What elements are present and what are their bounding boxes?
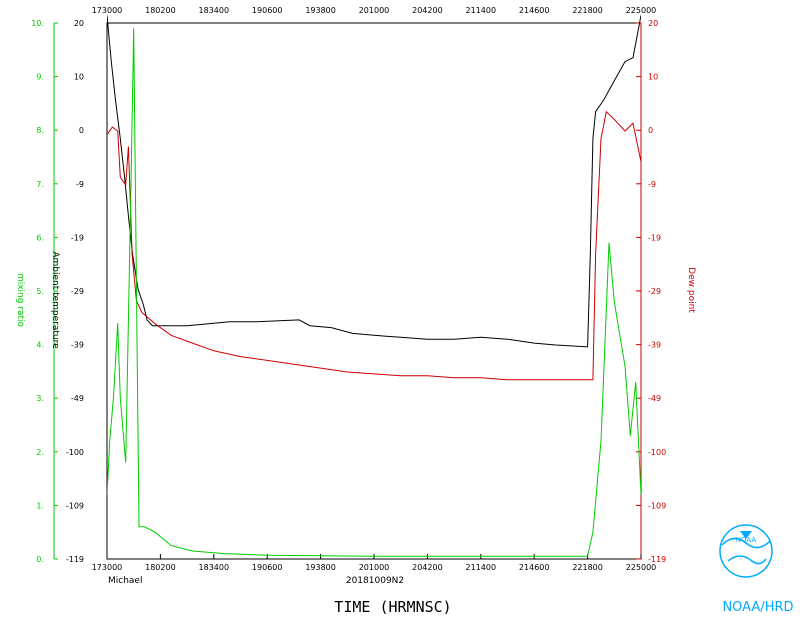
x-tick-label-top: 225000 [626,6,657,15]
temperature-tick-label: -100 [66,448,84,457]
mixing-ratio-series-line [107,28,641,557]
mixing-ratio-tick-label: 10. [31,19,44,28]
dew-point-tick-label: 20 [648,19,658,28]
x-tick-label-top: 190600 [252,6,283,15]
mixing-ratio-tick-label: 7. [36,180,44,189]
temperature-tick-label: 10 [74,73,84,82]
temperature-tick-label: -49 [71,394,84,403]
x-tick-label-bottom: 204200 [412,563,443,572]
x-tick-label-bottom: 211400 [466,563,497,572]
x-tick-label-top: 204200 [412,6,443,15]
dew-point-tick-label: -109 [648,501,666,510]
x-tick-label-top: 183400 [199,6,230,15]
x-tick-label-bottom: 190600 [252,563,283,572]
temperature-tick-label: 0 [79,126,84,135]
x-tick-label-top: 180200 [145,6,176,15]
x-tick-label-bottom: 225000 [626,563,657,572]
mixing-ratio-axis-label: mixing ratio [15,273,25,328]
temperature-tick-label: -29 [71,287,84,296]
temperature-tick-label: -109 [66,501,84,510]
x-tick-label-top: 173000 [92,6,123,15]
x-tick-label-top: 214600 [519,6,550,15]
axis-ticks: 173000 173000 180200 180200 183400 183400 1906… [31,6,666,572]
mixing-ratio-tick-label: 9. [36,73,44,82]
temperature-tick-label: -9 [76,180,84,189]
temperature-tick-label: -119 [66,555,84,564]
dew-point-tick-label: -29 [648,287,661,296]
x-tick-label-bottom: 180200 [145,563,176,572]
series-lines [107,15,641,557]
x-tick-label-top: 211400 [466,6,497,15]
mixing-ratio-tick-label: 8. [36,126,44,135]
ambient-temperature-series-line [107,15,641,348]
noaa-logo-text: NOAA [736,536,757,544]
mixing-ratio-tick-label: 5. [36,287,44,296]
x-axis-title: TIME (HRMNSC) [334,598,451,616]
mixing-ratio-tick-label: 4. [36,341,44,350]
flight-id-label: 20181009N2 [346,576,404,586]
mixing-ratio-tick-label: 0. [36,555,44,564]
storm-label: Michael [108,576,142,586]
dew-point-tick-label: -9 [648,180,656,189]
x-tick-label-top: 221800 [572,6,603,15]
x-tick-label-top: 193800 [305,6,336,15]
plot-frame [106,22,642,560]
temperature-tick-label: 20 [74,19,84,28]
temperature-tick-label: -19 [71,233,84,242]
temperature-tick-label: -39 [71,341,84,350]
dew-point-tick-label: -19 [648,233,661,242]
mixing-ratio-tick-label: 2. [36,448,44,457]
x-tick-label-bottom: 221800 [572,563,603,572]
dew-point-axis-label: Dew point [686,267,696,313]
mixing-ratio-tick-label: 3. [36,394,44,403]
dew-point-tick-label: -100 [648,448,666,457]
dew-point-tick-label: 10 [648,73,658,82]
x-tick-label-bottom: 183400 [199,563,230,572]
dew-point-tick-label: -39 [648,341,661,350]
x-tick-label-bottom: 193800 [305,563,336,572]
dew-point-tick-label: -119 [648,555,666,564]
dew-point-tick-label: 0 [648,126,653,135]
mixing-ratio-tick-label: 6. [36,233,44,242]
noaa-hrd-label: NOAA/HRD [722,600,793,615]
x-tick-label-bottom: 201000 [359,563,390,572]
mixing-ratio-tick-label: 1. [36,501,44,510]
dew-point-series-line [107,110,641,381]
x-tick-label-bottom: 173000 [92,563,123,572]
x-tick-label-bottom: 214600 [519,563,550,572]
ambient-temperature-axis-label: Ambient temperature [50,251,60,349]
dew-point-tick-label: -49 [648,394,661,403]
noaa-logo-icon: NOAA [719,524,773,578]
x-tick-label-top: 201000 [359,6,390,15]
